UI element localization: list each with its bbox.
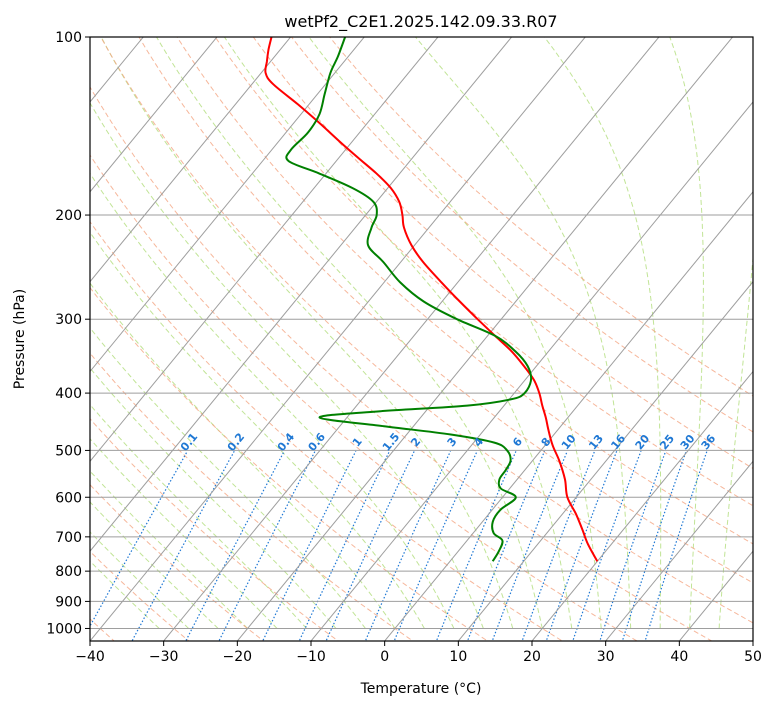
moist-adiabat-line [669,37,704,629]
dry-adiabat-line [176,37,753,545]
y-tick-label: 200 [55,208,82,224]
isotherm-gridline [90,37,513,552]
moist-adiabat-line [90,470,248,629]
moist-adiabat-line [308,37,602,629]
mixing-ratio-line [572,450,642,641]
x-tick-label: −40 [75,649,105,665]
moist-adiabat-line [156,37,543,629]
mixing-ratio-line [491,450,568,641]
dry-adiabat-line [90,484,265,641]
y-tick-label: 800 [55,564,82,580]
moist-adiabat-line [223,37,573,629]
dry-adiabat-line [138,37,753,584]
isotherm-gridline [236,37,734,641]
x-tick-label: −10 [296,649,326,665]
plot-area: 0.1 0.2 0.4 0.6 1 1.5 2 3 4 6 8 10 13 16 20 25 30 36 [90,37,753,641]
isotherm-gridline [531,370,753,641]
mixing-ratio-line [521,450,596,641]
temperature-profile-line [264,37,599,562]
isotherm-gridline [90,37,218,193]
x-tick-label: −30 [149,649,179,665]
mixing-ratio-line [599,450,667,641]
moist-adiabat-line [90,531,190,629]
isotherm-gridline [310,101,753,641]
isotherm-gridline [457,280,753,641]
x-axis-label: Temperature (°C) [360,681,482,697]
x-axis-ticks: −40 −30 −20 −10 0 10 20 30 40 50 [75,641,762,665]
dry-adiabat-line [90,352,414,641]
chart-title: wetPf2_C2E1.2025.142.09.33.R07 [284,12,557,32]
isotherm-gridline [163,37,660,641]
dry-adiabat-line [90,220,564,641]
y-tick-label: 600 [55,490,82,506]
moist-adiabat-line [544,37,662,629]
moist-adiabat-line [90,438,278,629]
x-tick-label: 50 [744,649,762,665]
mixing-ratio-line [621,450,687,641]
dry-adiabats [90,37,753,641]
isobar-gridlines [90,37,753,629]
dry-adiabat-line [329,37,753,397]
isotherm-gridline [605,460,753,641]
mixing-ratio-line [393,450,478,641]
mixing-ratio-line [262,450,357,641]
moist-adiabat-line [90,231,425,629]
dry-adiabat-line [90,154,638,641]
isotherm-gridlines [90,37,753,641]
dry-adiabat-line [90,286,489,641]
moist-adiabat-line [100,37,514,629]
moist-adiabat-line [415,37,632,629]
moist-adiabat-line [90,282,396,629]
x-tick-label: 10 [449,649,467,665]
y-tick-label: 700 [55,530,82,546]
moist-adiabat-line [90,101,484,629]
y-axis-label: Pressure (hPa) [12,289,28,389]
moist-adiabats [90,37,753,629]
dry-adiabat-line [214,37,753,507]
y-tick-label: 1000 [46,621,82,637]
mixing-ratio-line [545,450,618,641]
y-tick-label: 500 [55,443,82,459]
isotherm-gridline [90,37,586,641]
y-axis-ticks: 100 200 300 400 500 600 700 800 900 1000 [46,30,90,637]
dry-adiabat-line [90,418,340,641]
mixing-ratio-line [435,450,517,641]
x-tick-label: −20 [223,649,253,665]
y-tick-label: 100 [55,30,82,46]
isotherm-gridline [384,191,753,641]
moist-adiabat-line [90,403,307,629]
dewpoint-profile-line [285,37,533,562]
mixing-ratio-lines [90,450,708,641]
y-tick-label: 400 [55,386,82,402]
dry-adiabat-line [100,37,753,624]
dry-adiabat-line [290,37,753,433]
moist-adiabat-line [90,501,219,629]
isotherm-gridline [90,37,439,463]
y-tick-label: 900 [55,594,82,610]
x-tick-label: 20 [523,649,541,665]
moist-adiabat-line [90,560,160,629]
dry-adiabat-line [90,86,713,641]
mixing-ratio-line [298,450,391,641]
plot-frame [89,36,754,642]
profile-series [264,37,599,562]
mixing-ratio-line [218,450,316,641]
x-tick-label: 40 [670,649,688,665]
mixing-ratio-line [185,450,285,641]
isotherm-gridline [90,37,365,373]
moist-adiabat-line [90,327,366,629]
y-tick-label: 300 [55,312,82,328]
moist-adiabat-line [718,253,753,629]
isotherm-gridline [90,37,292,283]
moist-adiabat-line [90,172,455,629]
mixing-ratio-line [644,450,708,641]
x-tick-label: 30 [597,649,615,665]
x-tick-label: 0 [380,649,389,665]
